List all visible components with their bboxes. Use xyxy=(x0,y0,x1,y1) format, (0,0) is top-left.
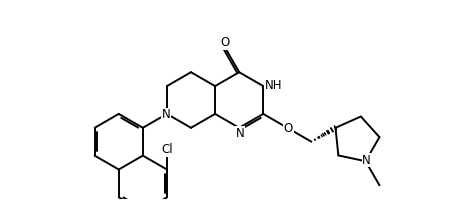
Text: N: N xyxy=(361,154,370,167)
Text: N: N xyxy=(235,127,244,140)
Text: NH: NH xyxy=(264,79,281,92)
Text: Cl: Cl xyxy=(161,143,172,156)
Text: O: O xyxy=(220,36,230,49)
Text: N: N xyxy=(161,108,170,121)
Text: O: O xyxy=(283,122,292,135)
